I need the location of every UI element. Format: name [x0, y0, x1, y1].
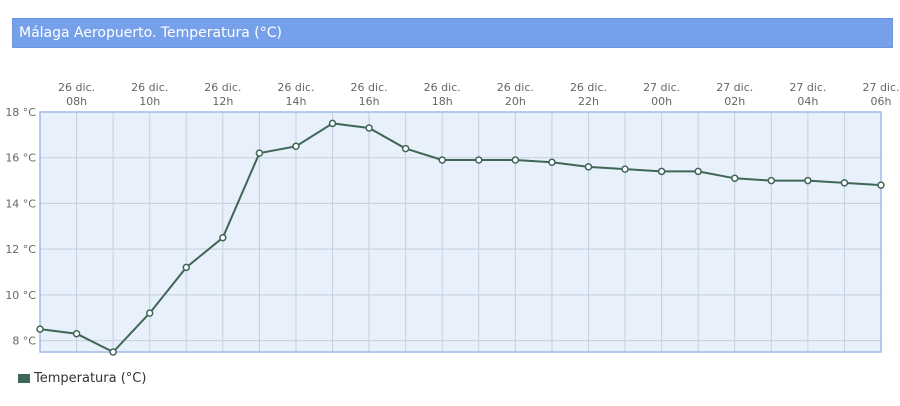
x-tick-label-day: 26 dic.: [497, 81, 534, 94]
legend-swatch: [18, 374, 30, 383]
y-tick-label: 16 °C: [5, 152, 36, 165]
x-tick-label-day: 26 dic.: [570, 81, 607, 94]
x-tick-label-day: 27 dic.: [789, 81, 826, 94]
data-point: [548, 158, 556, 167]
x-tick-label-hour: 02h: [724, 95, 745, 108]
data-point: [255, 149, 264, 157]
x-tick-label-hour: 04h: [797, 95, 818, 108]
x-tick-label-day: 27 dic.: [643, 81, 680, 94]
data-point: [365, 124, 373, 132]
data-point: [145, 309, 154, 317]
x-tick-label-day: 26 dic.: [58, 81, 95, 94]
data-point: [36, 325, 44, 333]
x-tick-label-day: 27 dic.: [862, 81, 899, 94]
data-point: [694, 167, 702, 176]
series-line-temperatura: [39, 122, 882, 353]
x-tick-label-day: 26 dic.: [351, 81, 388, 94]
y-tick-label: 12 °C: [5, 243, 36, 256]
data-point: [511, 156, 520, 164]
x-tick-label-hour: 18h: [432, 95, 453, 108]
y-tick-label: 8 °C: [12, 335, 36, 348]
x-tick-label-hour: 00h: [651, 95, 672, 108]
data-point: [657, 167, 666, 176]
data-point: [219, 233, 227, 242]
x-tick-label-hour: 08h: [66, 95, 87, 108]
x-tick-label-day: 26 dic.: [131, 81, 168, 94]
x-tick-label-day: 27 dic.: [716, 81, 753, 94]
data-point: [730, 174, 739, 183]
legend[interactable]: Temperatura (°C): [18, 371, 146, 386]
x-tick-label-hour: 14h: [285, 95, 306, 108]
data-point: [840, 179, 849, 187]
x-tick-label-day: 26 dic.: [204, 81, 241, 94]
x-tick-label-hour: 20h: [505, 95, 526, 108]
y-tick-label: 18 °C: [5, 106, 36, 119]
data-point: [438, 156, 446, 164]
x-tick-label-hour: 22h: [578, 95, 599, 108]
x-tick-label-hour: 16h: [359, 95, 380, 108]
data-point: [767, 176, 776, 185]
x-tick-label-day: 26 dic.: [277, 81, 314, 94]
plot-area: [40, 112, 881, 352]
data-point: [182, 263, 191, 272]
legend-label: Temperatura (°C): [34, 371, 147, 386]
data-point: [621, 165, 629, 173]
x-tick-label-hour: 10h: [139, 95, 160, 108]
data-point: [328, 119, 337, 128]
data-point: [877, 181, 885, 189]
data-point: [804, 176, 812, 185]
data-point: [475, 156, 483, 164]
x-tick-label-hour: 06h: [871, 95, 892, 108]
y-tick-label: 14 °C: [5, 197, 36, 210]
chart-header: Málaga Aeropuerto. Temperatura (°C): [12, 18, 893, 48]
data-point: [72, 329, 81, 338]
x-tick-label-day: 26 dic.: [424, 81, 461, 94]
y-tick-label: 10 °C: [5, 289, 36, 302]
data-point: [292, 142, 300, 151]
x-tick-label-hour: 12h: [212, 95, 233, 108]
data-point: [401, 144, 410, 153]
data-point: [584, 163, 593, 171]
data-point: [109, 348, 117, 356]
chart-title: Málaga Aeropuerto. Temperatura (°C): [19, 25, 282, 41]
plot-border: [39, 111, 882, 353]
